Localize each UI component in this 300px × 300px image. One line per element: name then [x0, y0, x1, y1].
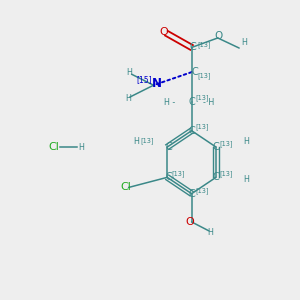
- Text: [13]: [13]: [172, 170, 185, 177]
- Text: H: H: [126, 68, 132, 77]
- Text: H: H: [243, 175, 249, 184]
- Text: C: C: [191, 67, 198, 77]
- Text: [13]: [13]: [195, 94, 209, 101]
- Text: [13]: [13]: [140, 137, 153, 144]
- Text: [13]: [13]: [197, 41, 211, 48]
- Text: [13]: [13]: [220, 140, 233, 146]
- Text: C: C: [165, 142, 172, 152]
- Text: C: C: [165, 172, 172, 182]
- Text: Cl: Cl: [120, 182, 131, 193]
- Text: [13]: [13]: [195, 123, 209, 130]
- Text: N: N: [152, 77, 161, 90]
- Text: H: H: [79, 142, 85, 152]
- Text: H: H: [134, 137, 140, 146]
- Text: C: C: [212, 172, 219, 182]
- Text: H: H: [207, 228, 213, 237]
- Text: C: C: [189, 98, 196, 107]
- Text: [15]: [15]: [137, 75, 152, 84]
- Text: Cl: Cl: [49, 142, 59, 152]
- Text: C: C: [189, 189, 196, 199]
- Text: - H: - H: [203, 98, 214, 107]
- Text: C: C: [190, 43, 196, 52]
- Text: O: O: [214, 31, 223, 40]
- Text: [13]: [13]: [195, 187, 209, 194]
- Text: O: O: [186, 217, 194, 227]
- Text: H -: H -: [164, 98, 175, 107]
- Text: [13]: [13]: [220, 170, 233, 177]
- Text: H: H: [242, 38, 248, 46]
- Text: H: H: [243, 137, 249, 146]
- Text: [13]: [13]: [198, 73, 211, 80]
- Text: H: H: [125, 94, 131, 103]
- Text: C: C: [212, 142, 219, 152]
- Text: C: C: [189, 126, 196, 136]
- Text: O: O: [160, 27, 168, 37]
